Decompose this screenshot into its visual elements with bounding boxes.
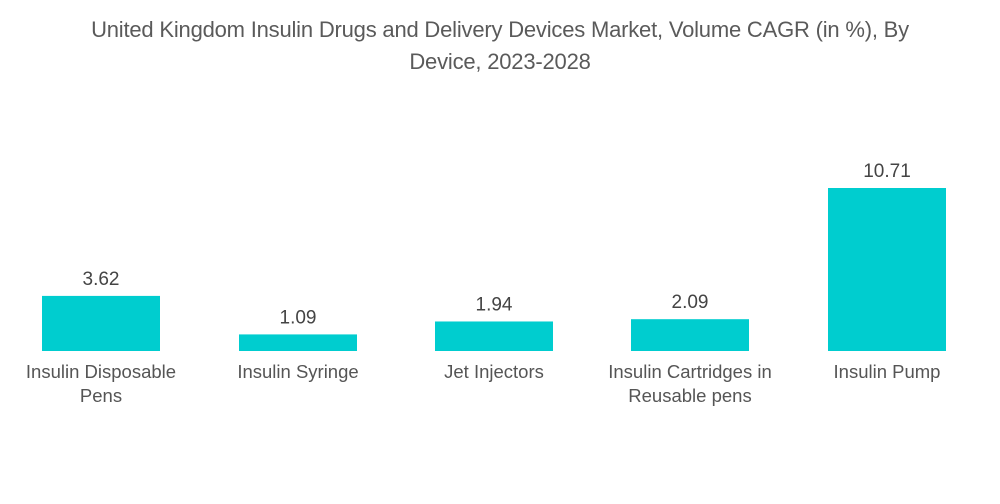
- bar-group: 1.94 Jet Injectors: [435, 294, 553, 382]
- chart-title: United Kingdom Insulin Drugs and Deliver…: [0, 14, 1000, 78]
- x-tick-label: Insulin Cartridges in: [608, 361, 772, 382]
- x-tick-label: Insulin Disposable: [26, 361, 176, 382]
- bar: [828, 188, 946, 351]
- x-tick-label: Reusable pens: [628, 385, 751, 406]
- bar: [42, 295, 160, 351]
- bar-group: 10.71 Insulin Pump: [828, 161, 946, 382]
- data-label: 10.71: [863, 161, 911, 182]
- bar-group: 3.62 Insulin Disposable Pens: [26, 269, 176, 406]
- data-label: 1.94: [476, 294, 513, 315]
- chart-title-line-2: Device, 2023-2028: [409, 49, 591, 74]
- bar-group: 1.09 Insulin Syringe: [237, 307, 358, 382]
- bar: [435, 321, 553, 351]
- data-label: 2.09: [672, 292, 709, 313]
- x-tick-label: Insulin Pump: [834, 361, 941, 382]
- x-tick-label: Jet Injectors: [444, 361, 544, 382]
- bar: [239, 334, 357, 351]
- chart-title-line-1: United Kingdom Insulin Drugs and Deliver…: [91, 17, 909, 42]
- x-tick-label: Insulin Syringe: [237, 361, 358, 382]
- x-tick-label: Pens: [80, 385, 122, 406]
- bar-group: 2.09 Insulin Cartridges in Reusable pens: [608, 292, 772, 406]
- bar: [631, 319, 749, 351]
- data-label: 1.09: [280, 307, 317, 328]
- data-label: 3.62: [83, 269, 120, 290]
